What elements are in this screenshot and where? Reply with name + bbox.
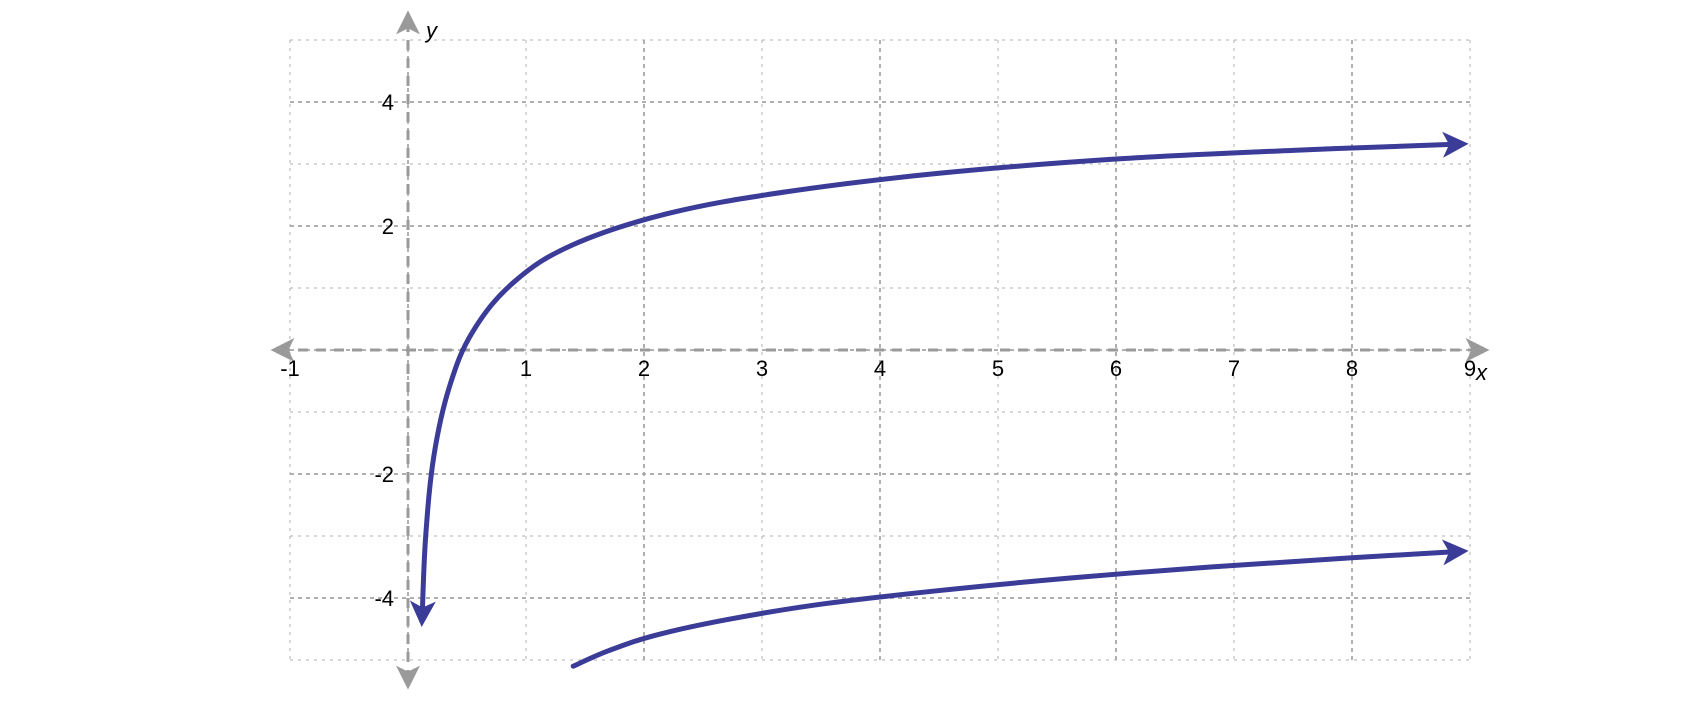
x-tick-label: 8: [1346, 356, 1358, 381]
x-tick-label: 5: [992, 356, 1004, 381]
x-tick-label: 2: [638, 356, 650, 381]
x-tick-label: -1: [280, 356, 300, 381]
x-axis-label: x: [1475, 360, 1488, 385]
x-tick-label: 7: [1228, 356, 1240, 381]
y-tick-label: 2: [382, 214, 394, 239]
chart-svg: -1 1 2 3 4 5 6 7 8 9 4 2 -2 -4 y x: [0, 0, 1700, 701]
x-tick-label: 3: [756, 356, 768, 381]
x-tick-label: 6: [1110, 356, 1122, 381]
x-tick-label: 9: [1464, 356, 1476, 381]
y-axis-label: y: [424, 18, 439, 43]
chart-container: -1 1 2 3 4 5 6 7 8 9 4 2 -2 -4 y x: [0, 0, 1700, 701]
x-tick-label: 4: [874, 356, 886, 381]
x-tick-label: 1: [520, 356, 532, 381]
y-tick-label: 4: [382, 90, 394, 115]
y-tick-label: -4: [374, 586, 394, 611]
y-tick-label: -2: [374, 462, 394, 487]
